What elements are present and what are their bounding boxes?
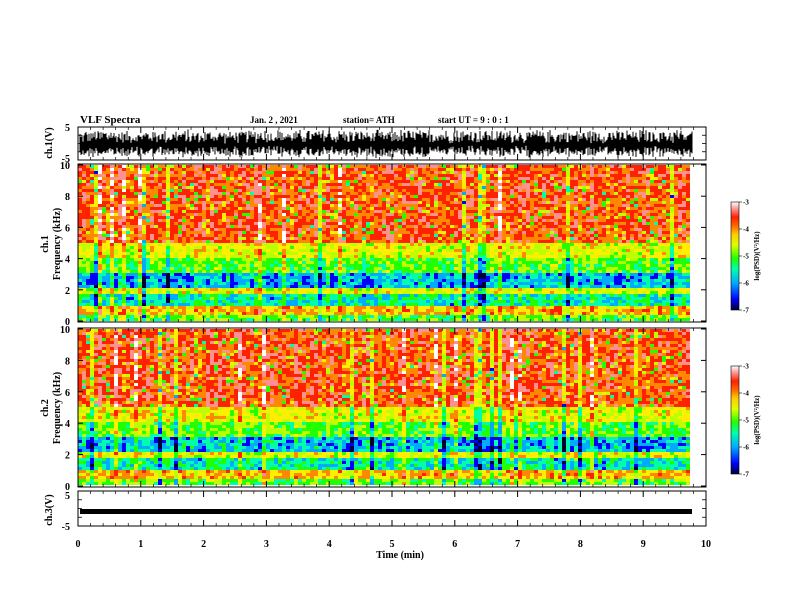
ch1-spec-ylabel-channel: ch.1 [40, 235, 51, 253]
time-tick-label: 2 [201, 539, 206, 550]
waveform-ch1-panel: 5 -5 ch.1(V) [44, 123, 707, 165]
ch2-spec-ylabel-frequency: Frequency (kHz) [52, 372, 63, 444]
colorbar-tick-label: -5 [743, 253, 749, 261]
spec-ytick-label: 6 [65, 223, 70, 234]
time-tick-label: 7 [515, 539, 520, 550]
ch3-waveform-ylabel: ch.3(V) [44, 494, 55, 525]
time-tick-label: 1 [138, 539, 143, 550]
spec-ytick-label: 8 [65, 192, 70, 203]
waveform-ch3-panel: 5 -5 ch.3(V) [44, 490, 707, 533]
spec-ytick-label: 0 [65, 317, 70, 328]
spec-ytick-label: 4 [65, 419, 70, 430]
spec-ytick-label: 10 [60, 325, 70, 336]
colorbar-tick-label: -6 [743, 444, 749, 452]
spectrogram-ch2-panel: 0 2 4 6 8 10 ch.2 Frequency (kHz) -3 -4 -5 -6 -7 … [40, 325, 761, 493]
time-axis: 0 1 2 3 4 5 6 7 8 9 10 [76, 126, 711, 550]
time-tick-label: 10 [701, 539, 711, 550]
ch1-colorbar-label: log(PSD)(V²/Hz) [753, 231, 761, 281]
waveform-ch3-trace [80, 509, 692, 514]
colorbar-tick-label: -4 [743, 390, 749, 398]
spec-ytick-label: 2 [65, 286, 70, 297]
spec-ytick-label: 4 [65, 255, 70, 266]
ch1-colorbar: -3 -4 -5 -6 -7 log(PSD)(V²/Hz) [730, 199, 761, 315]
spectrogram-ch1-image [78, 165, 690, 321]
time-tick-label: 3 [264, 539, 269, 550]
spec-ytick-label: 8 [65, 356, 70, 367]
figure-title: VLF Spectra [80, 114, 141, 126]
spec-ytick-label: 6 [65, 388, 70, 399]
time-tick-label: 6 [452, 539, 457, 550]
ch1-ytick-bottom: -5 [62, 154, 70, 165]
time-tick-label: 4 [327, 539, 332, 550]
spec-ytick-label: 10 [60, 161, 70, 172]
ch2-colorbar-gradient [730, 365, 740, 475]
ch3-ytick-bottom: -5 [62, 522, 70, 533]
ch2-colorbar-label: log(PSD)(V²/Hz) [753, 395, 761, 445]
ch1-waveform-ylabel: ch.1(V) [44, 127, 55, 158]
time-tick-label: 9 [641, 539, 646, 550]
ch1-colorbar-gradient [730, 201, 740, 311]
time-axis-label: Time (min) [376, 550, 424, 561]
station-label: station= ATH [343, 115, 395, 125]
ch1-ytick-top: 5 [65, 123, 70, 134]
colorbar-tick-label: -6 [743, 280, 749, 288]
ch3-ytick-top: 5 [65, 491, 70, 502]
ch2-spec-ylabel-channel: ch.2 [40, 399, 51, 417]
spectrogram-ch1-panel: 0 2 4 6 8 10 ch.1 Frequency (kHz) -3 -4 -5 -6 -7 … [40, 161, 761, 328]
colorbar-tick-label: -3 [743, 199, 749, 207]
colorbar-tick-label: -5 [743, 417, 749, 425]
date-label: Jan. 2 , 2021 [250, 115, 298, 125]
spec-ytick-label: 2 [65, 451, 70, 462]
colorbar-tick-label: -7 [743, 471, 749, 479]
ch2-colorbar: -3 -4 -5 -6 -7 log(PSD)(V²/Hz) [730, 363, 761, 479]
ch1-spec-ylabel-frequency: Frequency (kHz) [52, 208, 63, 280]
colorbar-tick-label: -4 [743, 226, 749, 234]
time-tick-label: 0 [76, 539, 81, 550]
time-tick-label: 8 [578, 539, 583, 550]
start-time-label: start UT = 9 : 0 : 1 [438, 115, 509, 125]
colorbar-tick-label: -7 [743, 307, 749, 315]
time-tick-label: 5 [390, 539, 395, 550]
spec-ytick-label: 0 [65, 482, 70, 493]
colorbar-tick-label: -3 [743, 363, 749, 371]
spectrogram-ch2-image [78, 329, 690, 485]
